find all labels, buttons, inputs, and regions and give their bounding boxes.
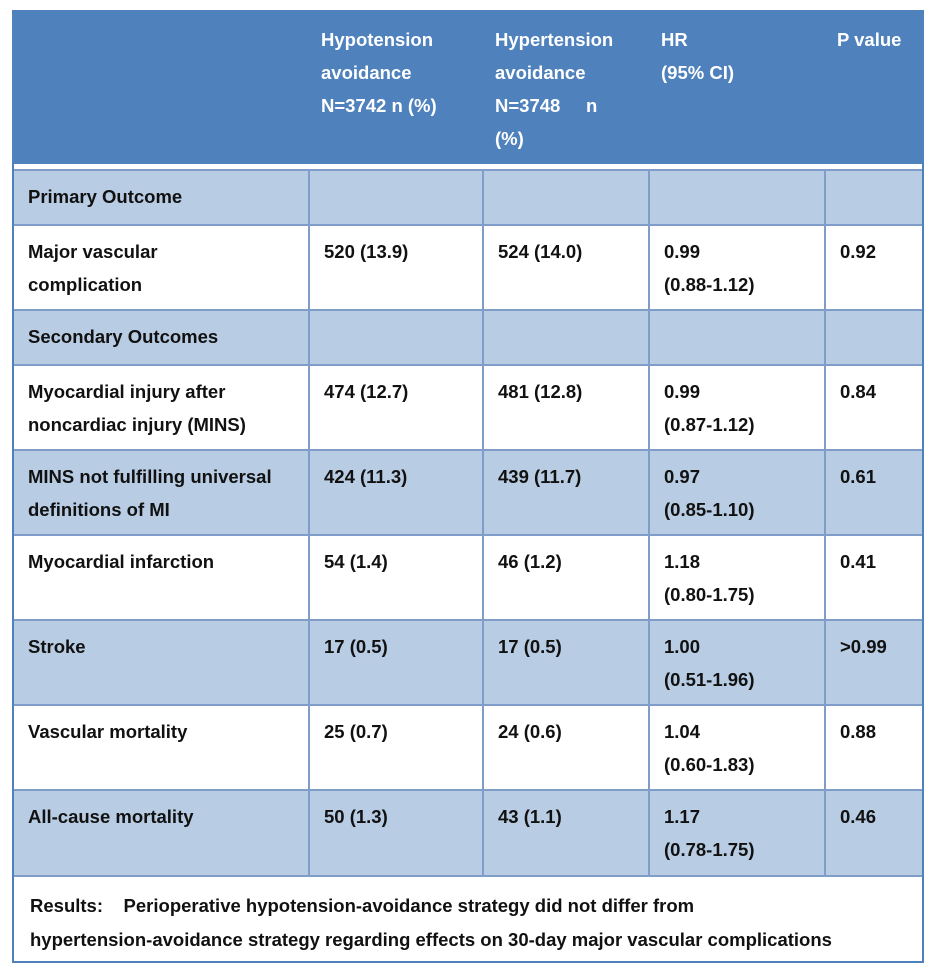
outcome-label: Vascular mortality [14,704,309,790]
table-row: Myocardial infarction 54 (1.4) 46 (1.2) … [14,534,922,620]
table-row: Stroke 17 (0.5) 17 (0.5) 1.00 (0.51-1.96… [14,619,922,705]
hypertension-value: 46 (1.2) [482,534,649,620]
hypertension-value: 481 (12.8) [482,364,649,450]
hypotension-value: 520 (13.9) [308,224,483,310]
hypotension-value: 50 (1.3) [308,789,483,875]
hazard-ratio-value: 0.99 (0.87-1.12) [648,364,825,450]
outcome-label: MINS not fulfilling universal definition… [14,449,309,535]
hypertension-value: 439 (11.7) [482,449,649,535]
p-value: >0.99 [824,619,922,705]
hypertension-value: 17 (0.5) [482,619,649,705]
header-hazard-ratio: HR (95% CI) [649,12,825,164]
outcome-label: Myocardial infarction [14,534,309,620]
table-header-row: Hypotension avoidance N=3742 n (%) Hyper… [14,12,922,164]
outcome-label: Stroke [14,619,309,705]
hypertension-value: 43 (1.1) [482,789,649,875]
results-summary: Results: Perioperative hypotension-avoid… [14,875,922,966]
hypotension-value: 54 (1.4) [308,534,483,620]
section-label: Secondary Outcomes [14,309,309,365]
header-hypotension-avoidance: Hypotension avoidance N=3742 n (%) [309,12,483,164]
hazard-ratio-value: 0.97 (0.85-1.10) [648,449,825,535]
header-hypertension-avoidance: Hypertension avoidance N=3748 n (%) [483,12,649,164]
hazard-ratio-value: 0.99 (0.88-1.12) [648,224,825,310]
section-row-secondary: Secondary Outcomes [14,309,922,365]
hazard-ratio-value: 1.04 (0.60-1.83) [648,704,825,790]
table-row: MINS not fulfilling universal definition… [14,449,922,535]
hypertension-value: 524 (14.0) [482,224,649,310]
outcome-label: All-cause mortality [14,789,309,875]
hazard-ratio-value: 1.18 (0.80-1.75) [648,534,825,620]
p-value: 0.92 [824,224,922,310]
hazard-ratio-value: 1.00 (0.51-1.96) [648,619,825,705]
hypotension-value: 424 (11.3) [308,449,483,535]
section-label: Primary Outcome [14,169,309,225]
p-value: 0.46 [824,789,922,875]
header-p-value: P value [825,12,922,164]
section-row-primary: Primary Outcome [14,169,922,225]
hypotension-value: 25 (0.7) [308,704,483,790]
table-row: Major vascular complication 520 (13.9) 5… [14,224,922,310]
p-value: 0.88 [824,704,922,790]
hypotension-value: 474 (12.7) [308,364,483,450]
hazard-ratio-value: 1.17 (0.78-1.75) [648,789,825,875]
hypertension-value: 24 (0.6) [482,704,649,790]
table-row: Vascular mortality 25 (0.7) 24 (0.6) 1.0… [14,704,922,790]
outcome-label: Myocardial injury after noncardiac injur… [14,364,309,450]
p-value: 0.84 [824,364,922,450]
table-row: Myocardial injury after noncardiac injur… [14,364,922,450]
p-value: 0.41 [824,534,922,620]
table-row: All-cause mortality 50 (1.3) 43 (1.1) 1.… [14,789,922,875]
outcome-label: Major vascular complication [14,224,309,310]
results-table-frame: Hypotension avoidance N=3742 n (%) Hyper… [12,10,924,963]
hypotension-value: 17 (0.5) [308,619,483,705]
outcomes-table: Hypotension avoidance N=3742 n (%) Hyper… [14,12,922,875]
header-empty-cell [14,12,309,164]
p-value: 0.61 [824,449,922,535]
